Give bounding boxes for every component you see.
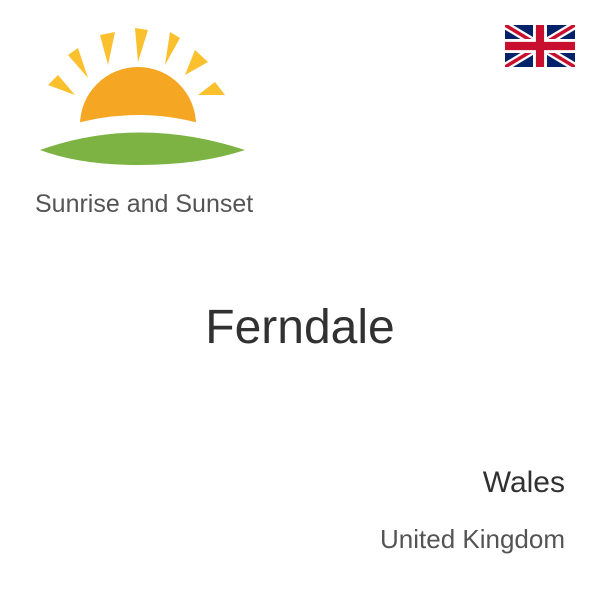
uk-flag-icon (505, 25, 575, 67)
city-title: Ferndale (0, 300, 600, 355)
country-flag (505, 25, 575, 67)
country-label: United Kingdom (380, 524, 565, 555)
region-label: Wales (483, 466, 565, 500)
sunrise-icon (20, 20, 280, 200)
sunrise-logo (20, 20, 280, 200)
tagline-text: Sunrise and Sunset (35, 190, 253, 219)
